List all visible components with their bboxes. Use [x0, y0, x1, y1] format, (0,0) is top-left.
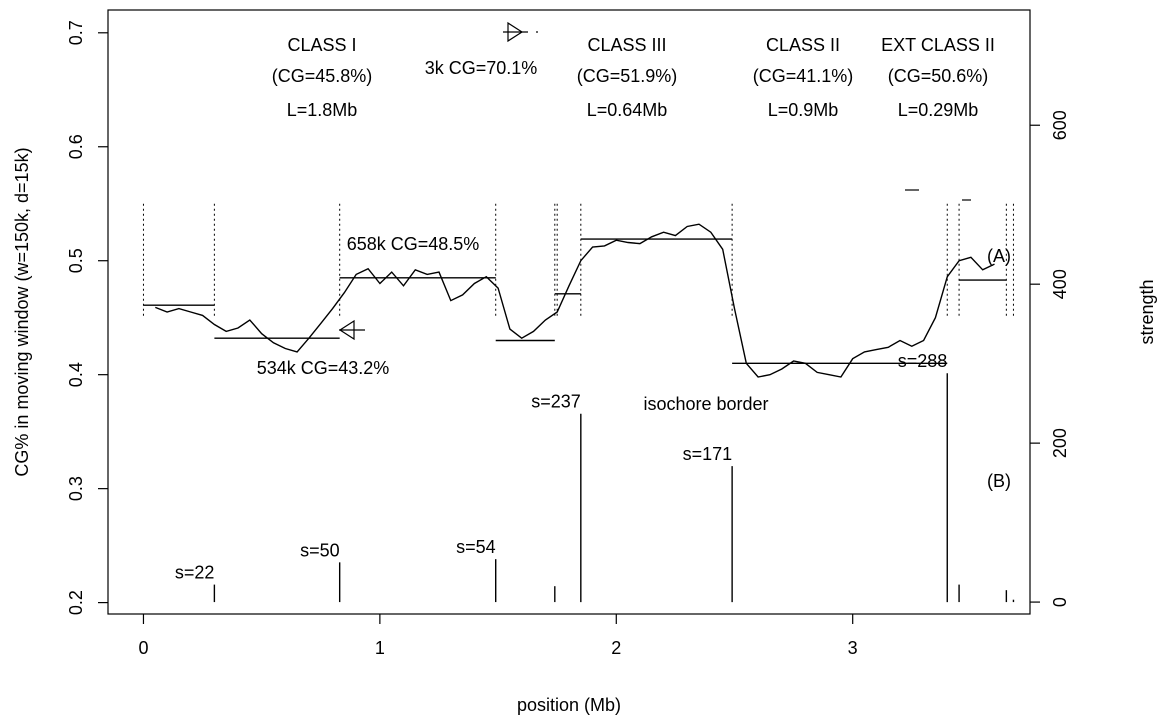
strength-label: s=288 — [898, 351, 948, 371]
class3-length: L=0.64Mb — [587, 100, 668, 120]
y2-tick-label: 600 — [1050, 110, 1070, 140]
x-tick-label: 0 — [138, 638, 148, 658]
segment-borders — [142, 203, 1014, 318]
y-tick-label: 0.5 — [66, 248, 86, 273]
x-tick-label: 1 — [375, 638, 385, 658]
strength-label: s=171 — [683, 444, 733, 464]
y-axis-label: CG% in moving window (w=150k, d=15k) — [12, 147, 32, 476]
x-axis-label: position (Mb) — [517, 695, 621, 715]
strength-label: s=54 — [456, 537, 496, 557]
class2-cg: (CG=41.1%) — [753, 66, 854, 86]
strength-label: s=237 — [531, 392, 581, 412]
x-tick-label: 2 — [611, 638, 621, 658]
class2-name: CLASS II — [766, 35, 840, 55]
y-tick-label: 0.7 — [66, 20, 86, 45]
y-tick-label: 0.3 — [66, 476, 86, 501]
class1-cg: (CG=45.8%) — [272, 66, 373, 86]
panel-b-label: (B) — [987, 471, 1011, 491]
x-tick-label: 3 — [848, 638, 858, 658]
panel-a-label: (A) — [987, 246, 1011, 266]
segment-means — [143, 238, 1007, 364]
strength-bars: s=22 s=50 s=54 s=237 s=171 s=288 — [175, 351, 1015, 603]
isochore-border-label: isochore border — [643, 394, 768, 414]
cg-curve — [155, 223, 995, 378]
y2-tick-label: 200 — [1050, 428, 1070, 458]
gene-534k-label: 534k CG=43.2% — [257, 358, 390, 378]
y-tick-label: 0.6 — [66, 134, 86, 159]
y-tick-label: 0.4 — [66, 362, 86, 387]
y2-tick-label: 400 — [1050, 269, 1070, 299]
y2-axis: 0 200 400 600 — [1030, 110, 1070, 607]
x-axis: 0 1 2 3 — [138, 614, 858, 658]
arrow-left-icon — [338, 319, 365, 341]
ext-class2-cg: (CG=50.6%) — [888, 66, 989, 86]
strength-label: s=22 — [175, 563, 215, 583]
gene-3k-label: 3k CG=70.1% — [425, 58, 538, 78]
ext-class2-name: EXT CLASS II — [881, 35, 995, 55]
class1-name: CLASS I — [287, 35, 356, 55]
class3-cg: (CG=51.9%) — [577, 66, 678, 86]
y2-axis-label: strength — [1137, 279, 1157, 344]
y2-tick-label: 0 — [1050, 597, 1070, 607]
gene-658k-label: 658k CG=48.5% — [347, 234, 480, 254]
class1-length: L=1.8Mb — [287, 100, 358, 120]
class2-length: L=0.9Mb — [768, 100, 839, 120]
y-axis: 0.2 0.3 0.4 0.5 0.6 0.7 — [66, 20, 108, 615]
ext-class2-length: L=0.29Mb — [898, 100, 979, 120]
arrow-right-icon — [503, 21, 538, 43]
y-tick-label: 0.2 — [66, 590, 86, 615]
class3-name: CLASS III — [587, 35, 666, 55]
strength-label: s=50 — [300, 540, 340, 560]
plot-frame — [107, 9, 1031, 615]
ext-region-marks — [905, 189, 971, 201]
